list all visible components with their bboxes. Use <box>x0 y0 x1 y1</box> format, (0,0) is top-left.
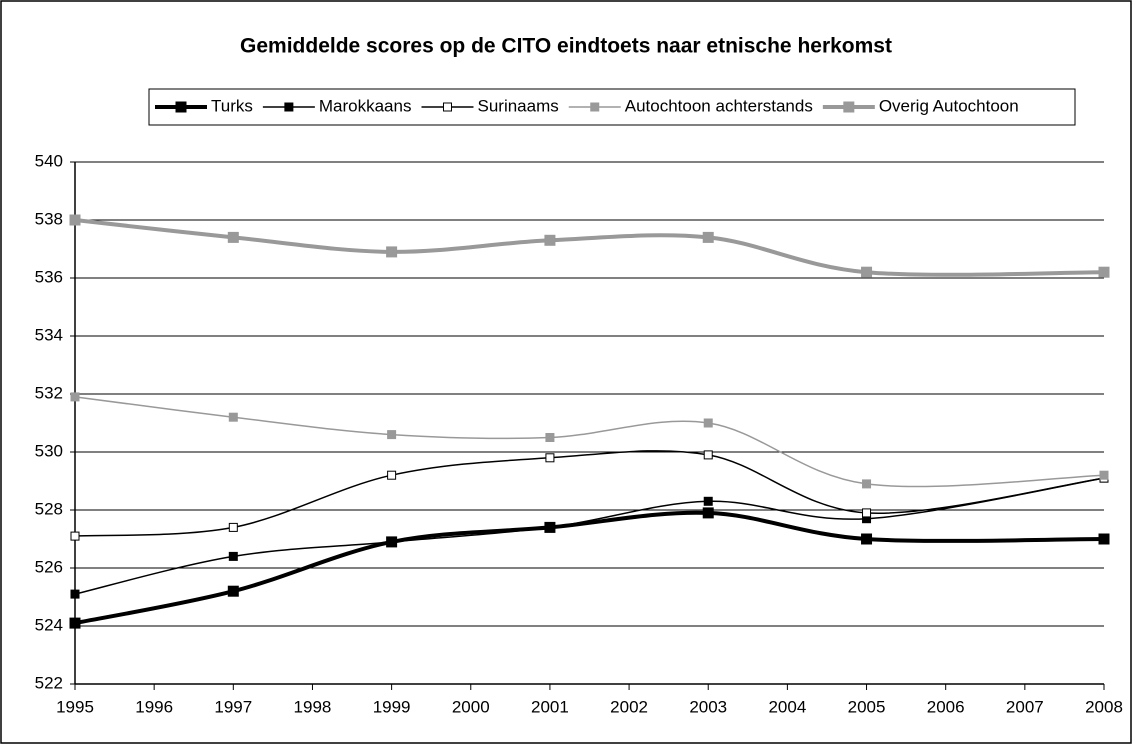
y-tick-label: 528 <box>35 499 63 518</box>
marker <box>702 231 714 243</box>
marker <box>69 214 81 226</box>
legend-label: Marokkaans <box>319 96 412 115</box>
marker <box>703 496 713 506</box>
x-tick-label: 2006 <box>927 697 965 716</box>
legend-label: Surinaams <box>477 96 558 115</box>
marker <box>545 453 555 463</box>
marker <box>70 531 80 541</box>
marker <box>1099 470 1109 480</box>
x-tick-label: 2008 <box>1085 697 1123 716</box>
legend-label: Overig Autochtoon <box>879 96 1019 115</box>
x-tick-label: 2003 <box>689 697 727 716</box>
x-tick-label: 2005 <box>848 697 886 716</box>
y-tick-label: 524 <box>35 615 63 634</box>
x-tick-label: 1998 <box>294 697 332 716</box>
marker <box>70 392 80 402</box>
marker <box>69 617 81 629</box>
chart-title: Gemiddelde scores op de CITO eindtoets n… <box>240 35 892 58</box>
x-tick-label: 1995 <box>56 697 94 716</box>
marker <box>703 450 713 460</box>
x-tick-label: 1997 <box>214 697 252 716</box>
marker <box>228 412 238 422</box>
legend-marker <box>284 102 294 112</box>
x-tick-label: 2007 <box>1006 697 1044 716</box>
legend-marker <box>175 101 187 113</box>
x-tick-label: 2004 <box>768 697 806 716</box>
y-tick-label: 540 <box>35 151 63 170</box>
marker <box>702 507 714 519</box>
x-tick-label: 2000 <box>452 697 490 716</box>
legend-marker <box>843 101 855 113</box>
marker <box>862 508 872 518</box>
marker <box>387 537 397 547</box>
y-tick-label: 526 <box>35 557 63 576</box>
y-tick-label: 534 <box>35 325 63 344</box>
marker <box>703 418 713 428</box>
x-tick-label: 2002 <box>610 697 648 716</box>
marker <box>387 430 397 440</box>
marker <box>862 479 872 489</box>
marker <box>228 551 238 561</box>
legend-marker <box>442 102 452 112</box>
x-tick-label: 1996 <box>135 697 173 716</box>
marker <box>387 470 397 480</box>
y-tick-label: 530 <box>35 441 63 460</box>
marker <box>227 231 239 243</box>
marker <box>861 533 873 545</box>
x-tick-label: 2001 <box>531 697 569 716</box>
marker <box>1098 266 1110 278</box>
marker <box>386 246 398 258</box>
y-tick-label: 532 <box>35 383 63 402</box>
marker <box>228 522 238 532</box>
y-tick-label: 536 <box>35 267 63 286</box>
y-tick-label: 522 <box>35 673 63 692</box>
marker <box>70 589 80 599</box>
legend-label: Autochtoon achterstands <box>625 96 813 115</box>
x-tick-label: 1999 <box>373 697 411 716</box>
marker <box>545 522 555 532</box>
marker <box>861 266 873 278</box>
legend-marker <box>590 102 600 112</box>
legend-label: Turks <box>211 96 253 115</box>
y-tick-label: 538 <box>35 209 63 228</box>
marker <box>1098 533 1110 545</box>
marker <box>545 433 555 442</box>
marker <box>227 585 239 597</box>
marker <box>544 234 556 246</box>
